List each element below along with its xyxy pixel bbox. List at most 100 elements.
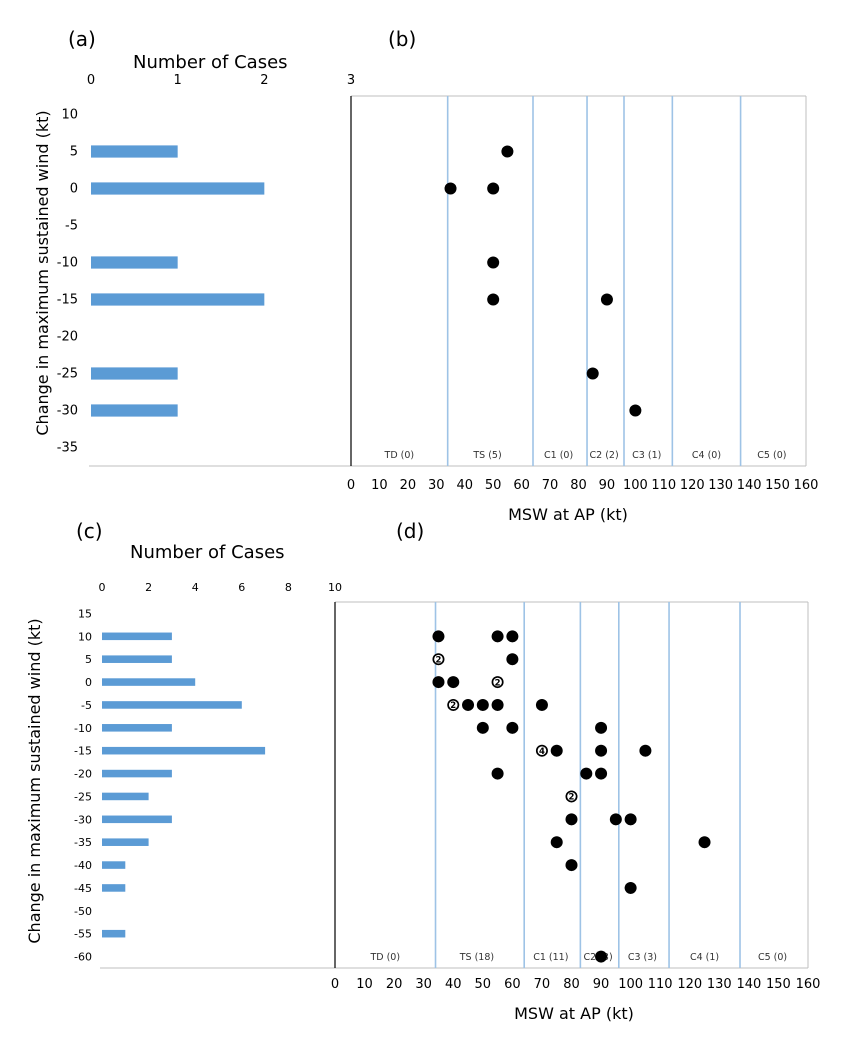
chart-a-title: Number of Cases (133, 52, 288, 73)
chart-c-ytick-label: -50 (74, 905, 92, 918)
chart-a-ytick-label: -30 (57, 404, 78, 419)
chart-d-point (565, 859, 578, 872)
chart-b-xtick-label: 90 (599, 478, 616, 493)
chart-a-ytick-label: -10 (57, 256, 78, 271)
chart-b-xtick-label: 0 (347, 478, 355, 493)
chart-d-point-count-bg (434, 654, 443, 664)
chart-c-bar (102, 861, 126, 869)
chart-b-xlabel: MSW at AP (kt) (508, 505, 628, 524)
panel-b-label: (b) (388, 27, 416, 51)
chart-b-point (629, 404, 642, 417)
chart-d-point (595, 950, 608, 963)
chart-c-ytick-label: -55 (74, 928, 92, 941)
chart-b-xtick-label: 10 (371, 478, 388, 493)
chart-a-bar (91, 145, 178, 158)
chart-d-xtick-label: 40 (445, 977, 462, 992)
chart-d-point-count: 2 (436, 655, 442, 665)
chart-d-point (580, 767, 593, 780)
chart-a-bar (91, 256, 178, 269)
chart-c-bar (102, 746, 266, 755)
chart-c-xtick-label: 2 (145, 581, 152, 594)
chart-c-bar (102, 792, 149, 801)
chart-d-category-label: C3 (3) (628, 952, 657, 963)
chart-d-point (491, 767, 504, 780)
chart-b-xtick-label: 70 (542, 478, 559, 493)
chart-c-bar (102, 815, 172, 824)
chart-a-ytick-label: 0 (70, 182, 78, 197)
chart-d-point (550, 836, 563, 849)
chart-d-point (506, 630, 519, 643)
chart-c-ytick-label: -40 (74, 859, 92, 872)
chart-c-bar (102, 678, 196, 686)
chart-d-point (639, 744, 652, 757)
chart-c-ytick-label: -25 (74, 790, 92, 803)
chart-b-xtick-label: 130 (708, 478, 733, 493)
chart-b-xtick-label: 160 (794, 478, 819, 493)
chart-d-category-label: C5 (0) (758, 952, 787, 963)
chart-d-point (698, 836, 711, 849)
chart-b-category-label: C4 (0) (692, 450, 721, 461)
chart-d-point (447, 676, 460, 689)
chart-d-point-count-bg (537, 746, 547, 755)
chart-c-ytick-label: 15 (78, 607, 92, 620)
chart-d-point (491, 630, 504, 643)
chart-d-xtick-label: 30 (415, 977, 432, 992)
chart-d-xtick-label: 80 (563, 977, 580, 992)
chart-d-point (595, 744, 608, 757)
chart-b-category-label: C5 (0) (757, 450, 786, 461)
chart-a-ytick-label: -35 (57, 441, 78, 456)
chart-d-category-label: C4 (1) (690, 952, 719, 963)
chart-b-point (586, 367, 599, 380)
chart-c-bar (102, 929, 126, 938)
chart-b-category-label: C3 (1) (632, 450, 661, 461)
chart-b-category-label: C2 (2) (590, 450, 619, 461)
chart-a-xtick-label: 2 (260, 73, 268, 88)
chart-a-bar (91, 367, 178, 380)
chart-b-xtick-label: 150 (765, 478, 790, 493)
chart-b-point (487, 182, 500, 195)
chart-d-category-label: TS (18) (459, 952, 494, 963)
chart-c-ytick-label: -35 (74, 836, 92, 849)
chart-c-bar (102, 655, 172, 663)
chart-c-xtick-label: 4 (192, 581, 199, 594)
chart-c-xtick-label: 10 (328, 581, 342, 594)
chart-b-xtick-label: 60 (513, 478, 530, 493)
chart-a-bar (91, 293, 265, 306)
chart-b-point (600, 293, 613, 306)
chart-d-point-count-bg (567, 792, 576, 801)
chart-d-point-count: 2 (495, 678, 501, 688)
chart-d-xtick-label: 10 (356, 977, 373, 992)
chart-d-xtick-label: 120 (677, 977, 702, 992)
chart-d-point-count: 4 (539, 747, 545, 757)
chart-b-category-label: TS (5) (472, 450, 501, 461)
chart-b-xtick-label: 80 (570, 478, 587, 493)
panel-c-label: (c) (76, 519, 103, 543)
chart-c-bar (102, 701, 242, 709)
chart-a-ytick-label: -15 (57, 293, 78, 308)
chart-b-xtick-label: 20 (400, 478, 417, 493)
chart-d-point-count-bg (448, 700, 458, 710)
chart-d-point (535, 698, 548, 711)
chart-b-point (444, 182, 457, 195)
chart-a-ytick-label: -20 (57, 330, 78, 345)
chart-d-point (550, 744, 563, 757)
chart-b-xtick-label: 50 (485, 478, 502, 493)
chart-d-xtick-label: 160 (796, 977, 821, 992)
chart-d-category-label: C1 (11) (533, 952, 568, 963)
chart-d-xtick-label: 70 (534, 977, 551, 992)
chart-c-ytick-label: -30 (74, 813, 92, 826)
chart-b-xtick-label: 40 (456, 478, 473, 493)
chart-a-ytick-label: -25 (57, 367, 78, 382)
chart-d-point (491, 698, 504, 711)
chart-c-xtick-label: 0 (99, 581, 106, 594)
chart-d-category-label: TD (0) (369, 952, 400, 963)
chart-d-point (432, 630, 445, 643)
chart-c-xtick-label: 8 (285, 581, 292, 594)
chart-b-category-label: C1 (0) (544, 450, 573, 461)
chart-a-bar (91, 404, 178, 417)
chart-b-point (487, 256, 500, 269)
chart-a-ytick-label: 5 (70, 145, 78, 160)
chart-c-ytick-label: -5 (81, 699, 92, 712)
chart-d-point-count: 2 (450, 701, 456, 711)
